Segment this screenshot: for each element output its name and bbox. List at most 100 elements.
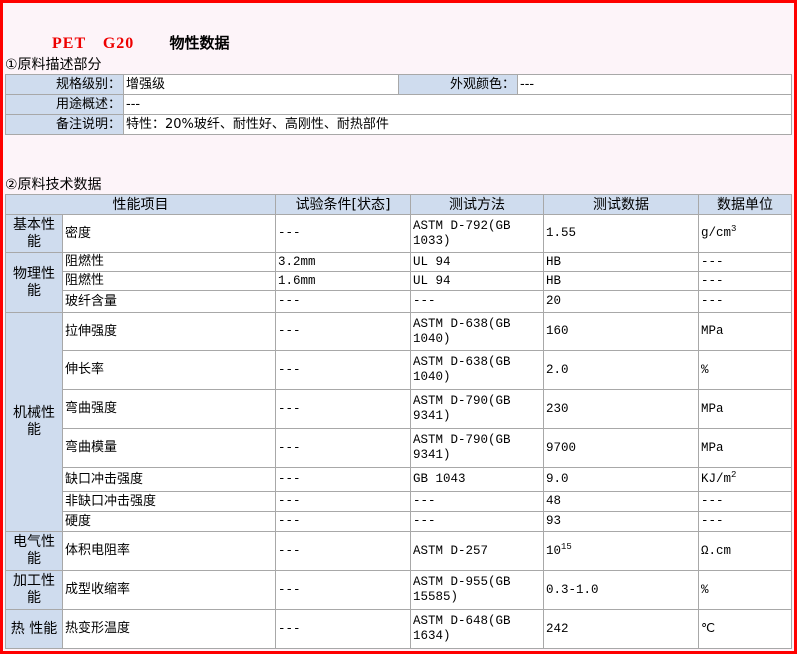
unit-text: ℃	[701, 621, 716, 636]
test-condition: ---	[275, 214, 411, 253]
test-condition: ---	[275, 428, 411, 468]
table-row: 弯曲模量 --- ASTM D-790(GB 9341) 9700 MPa	[6, 428, 792, 468]
test-value: HB	[543, 271, 699, 291]
remarks-value: 特性：20%玻纤、耐性好、高刚性、耐热部件	[123, 114, 792, 135]
test-condition: ---	[275, 570, 411, 610]
test-condition: ---	[275, 350, 411, 390]
property-name: 拉伸强度	[62, 312, 276, 351]
test-method: ASTM D-790(GB 9341)	[410, 428, 544, 468]
property-name: 非缺口冲击强度	[62, 491, 276, 512]
unit: %	[698, 570, 792, 610]
unit-exponent: 3	[731, 223, 737, 234]
table-row: 伸长率 --- ASTM D-638(GB 1040) 2.0%	[6, 350, 792, 390]
property-group: 物理性能	[5, 252, 63, 313]
col-property: 性能项目	[5, 194, 276, 215]
table-row: 机械性能 拉伸强度 --- ASTM D-638(GB 1040) 160 MPa	[5, 312, 792, 532]
test-value: 0.3-1.0	[543, 570, 699, 610]
unit: g/cm3	[698, 214, 792, 253]
value-text: 20	[546, 294, 562, 308]
color-value: ---	[517, 74, 792, 95]
table-row: 备注说明： 特性：20%玻纤、耐性好、高刚性、耐热部件	[5, 114, 792, 135]
property-name: 缺口冲击强度	[62, 467, 276, 492]
test-value: 93	[543, 511, 699, 532]
unit: MPa	[698, 312, 792, 351]
property-name: 阻燃性	[62, 271, 276, 291]
spec-grade-value: 增强级	[123, 74, 399, 95]
section2-heading: ②原料技术数据	[5, 177, 102, 193]
value-text: 242	[546, 621, 569, 636]
section1-heading: ①原料描述部分	[5, 57, 102, 73]
unit-text: ---	[701, 254, 724, 269]
value-text: 1.55	[546, 226, 577, 240]
usage-label: 用途概述：	[5, 94, 124, 115]
table-row: 缺口冲击强度 --- GB 1043 9.0 KJ/m2	[6, 467, 792, 492]
property-group: 加工性能	[5, 570, 63, 610]
test-condition: 1.6mm	[275, 271, 411, 291]
value-text: 160	[546, 324, 569, 338]
table-row: 弯曲强度 --- ASTM D-790(GB 9341) 230 MPa	[6, 389, 792, 429]
test-method: ---	[410, 511, 544, 532]
title-heading: 物性数据	[169, 34, 230, 52]
table-row: 热 性能 热变形温度 --- ASTM D-648(GB 1634) 242 ℃	[5, 609, 792, 649]
test-value: 160	[543, 312, 699, 351]
unit: ℃	[698, 609, 792, 649]
test-condition: 3.2mm	[275, 252, 411, 272]
property-name: 玻纤含量	[62, 290, 276, 313]
test-method: UL 94	[410, 252, 544, 272]
value-text: 2.0	[546, 362, 569, 377]
test-condition: ---	[275, 511, 411, 532]
unit: %	[698, 350, 792, 390]
unit: ---	[698, 290, 792, 313]
test-method: ASTM D-648(GB 1634)	[410, 609, 544, 649]
value-text: HB	[546, 273, 562, 288]
table-row: 规格级别： 增强级 外观颜色： ---	[5, 74, 792, 95]
test-method: ---	[410, 491, 544, 512]
unit: ---	[698, 271, 792, 291]
value-text: 9.0	[546, 472, 569, 486]
test-value: 9.0	[543, 467, 699, 492]
test-method: ASTM D-955(GB 15585)	[410, 570, 544, 610]
test-value: 1015	[543, 531, 699, 571]
property-group: 热 性能	[5, 609, 63, 649]
table-row: 物理性能 阻燃性 3.2mm UL 94 HB ---	[5, 252, 792, 313]
value-text: 230	[546, 401, 569, 416]
grade-name: PET G20	[52, 35, 135, 52]
value-exponent: 15	[561, 541, 572, 552]
unit-text: Ω.cm	[701, 543, 732, 558]
property-name: 热变形温度	[62, 609, 276, 649]
test-condition: ---	[275, 290, 411, 313]
table-row: 基本性能 密度 --- ASTM D-792(GB 1033) 1.55 g/cm3	[5, 214, 792, 253]
property-name: 密度	[62, 214, 276, 253]
table-row: 电气性能 体积电阻率 --- ASTM D-257 1015 Ω.cm	[5, 531, 792, 571]
header-row: 性能项目 试验条件[状态] 测试方法 测试数据 数据单位	[5, 194, 792, 215]
unit-text: MPa	[701, 324, 724, 338]
value-text: 9700	[546, 440, 577, 455]
test-value: 20	[543, 290, 699, 313]
test-method: ASTM D-790(GB 9341)	[410, 389, 544, 429]
unit-text: g/cm	[701, 226, 732, 240]
test-method: ASTM D-638(GB 1040)	[410, 350, 544, 390]
spec-grade-label: 规格级别：	[5, 74, 124, 95]
unit-text: %	[701, 362, 709, 377]
property-name: 成型收缩率	[62, 570, 276, 610]
col-condition: 试验条件[状态]	[275, 194, 411, 215]
table-row: 加工性能 成型收缩率 --- ASTM D-955(GB 15585) 0.3-1.0%	[5, 570, 792, 610]
unit: MPa	[698, 428, 792, 468]
unit: ---	[698, 252, 792, 272]
property-name: 弯曲强度	[62, 389, 276, 429]
unit: Ω.cm	[698, 531, 792, 571]
unit: ---	[698, 511, 792, 532]
table-row: 硬度 --- --- 93 ---	[6, 511, 792, 532]
test-method: UL 94	[410, 271, 544, 291]
table-row: 用途概述： ---	[5, 94, 792, 115]
table-row: 阻燃性 1.6mm UL 94 HB ---	[6, 271, 792, 291]
remarks-label: 备注说明：	[5, 114, 124, 135]
property-group: 基本性能	[5, 214, 63, 253]
test-condition: ---	[275, 609, 411, 649]
unit-text: ---	[701, 494, 724, 508]
test-condition: ---	[275, 467, 411, 492]
test-value: HB	[543, 252, 699, 272]
unit-exponent: 2	[731, 469, 737, 480]
unit: KJ/m2	[698, 467, 792, 492]
